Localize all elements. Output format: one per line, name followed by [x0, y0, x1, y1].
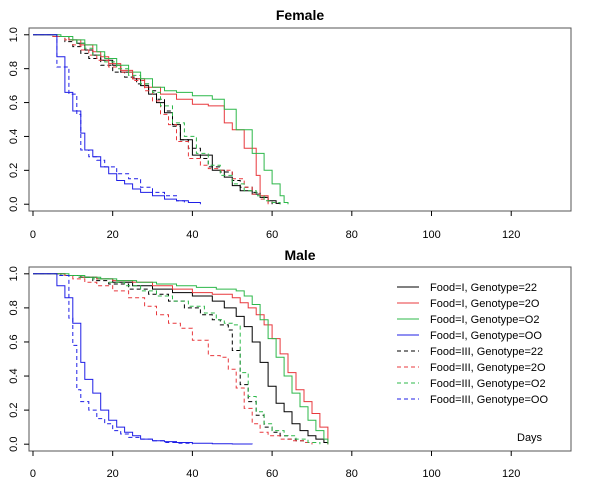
y-tick-label: 0.0	[8, 197, 20, 212]
legend-label: Food=I, Genotype=2O	[430, 298, 540, 310]
series-line-food-i-genotype-2o	[33, 273, 329, 445]
series-line-food-iii-genotype-oo	[33, 34, 185, 205]
x-tick-label: 0	[30, 468, 36, 480]
y-tick-label: 0.4	[8, 129, 20, 144]
y-tick-label: 0.2	[8, 163, 20, 178]
legend-label: Food=I, Genotype=OO	[430, 330, 542, 342]
x-tick-label: 20	[107, 229, 119, 241]
series-line-food-iii-genotype-oo	[33, 273, 193, 445]
y-tick-label: 0.4	[8, 368, 20, 383]
series-line-food-i-genotype-o2	[33, 273, 329, 445]
x-tick-label: 80	[346, 468, 358, 480]
series-line-food-i-genotype-o2	[33, 34, 289, 205]
days-annotation: Days	[517, 432, 543, 444]
plot-frame	[28, 266, 572, 452]
y-tick-label: 0.6	[8, 334, 20, 349]
chart-title: Female	[276, 7, 324, 23]
series-line-food-iii-genotype-2o	[33, 34, 277, 205]
series-line-food-i-genotype-oo	[33, 273, 253, 445]
series-line-food-i-genotype-oo	[33, 34, 201, 205]
x-tick-label: 120	[502, 468, 520, 480]
y-tick-label: 0.8	[8, 61, 20, 76]
legend-label: Food=III, Genotype=22	[430, 346, 543, 358]
series-line-food-iii-genotype-22	[33, 273, 313, 445]
series-line-food-iii-genotype-2o	[33, 273, 313, 445]
y-tick-label: 1.0	[8, 266, 20, 281]
series-line-food-iii-genotype-o2	[33, 273, 321, 445]
x-tick-label: 120	[502, 229, 520, 241]
chart-title: Male	[284, 247, 315, 263]
x-tick-label: 60	[266, 229, 278, 241]
x-tick-label: 20	[107, 468, 119, 480]
legend: Food=I, Genotype=22 Food=I, Genotype=2O Fo…	[397, 282, 548, 406]
series-line-food-i-genotype-22	[33, 34, 281, 205]
legend-label: Food=III, Genotype=O2	[430, 378, 546, 390]
y-tick-label: 0.6	[8, 95, 20, 110]
legend-label: Food=I, Genotype=O2	[430, 314, 539, 326]
female-panel: Female 0 20 40 60 80 100 120 0.0 0.2 0.4 0.6 0.8 1.0	[8, 7, 572, 241]
legend-label: Food=I, Genotype=22	[430, 282, 537, 294]
series-line-food-iii-genotype-o2	[33, 34, 281, 205]
x-tick-label: 100	[422, 229, 440, 241]
x-tick-label: 0	[30, 229, 36, 241]
y-tick-label: 0.2	[8, 402, 20, 417]
x-tick-label: 80	[346, 229, 358, 241]
x-tick-label: 40	[186, 468, 198, 480]
y-tick-label: 0.8	[8, 300, 20, 315]
y-tick-label: 0.0	[8, 437, 20, 452]
y-tick-label: 1.0	[8, 27, 20, 42]
legend-label: Food=III, Genotype=2O	[430, 362, 546, 374]
x-tick-label: 100	[422, 468, 440, 480]
x-tick-label: 40	[186, 229, 198, 241]
series-line-food-iii-genotype-22	[33, 34, 273, 205]
x-tick-label: 60	[266, 468, 278, 480]
male-panel: Male 0 20 40 60 80 100 120 0.0 0.2 0.4 0.6 0.8 1.0 Foo…	[8, 247, 572, 480]
legend-label: Food=III, Genotype=OO	[430, 394, 548, 406]
plot-frame	[28, 27, 572, 212]
series-line-food-i-genotype-22	[33, 273, 329, 445]
